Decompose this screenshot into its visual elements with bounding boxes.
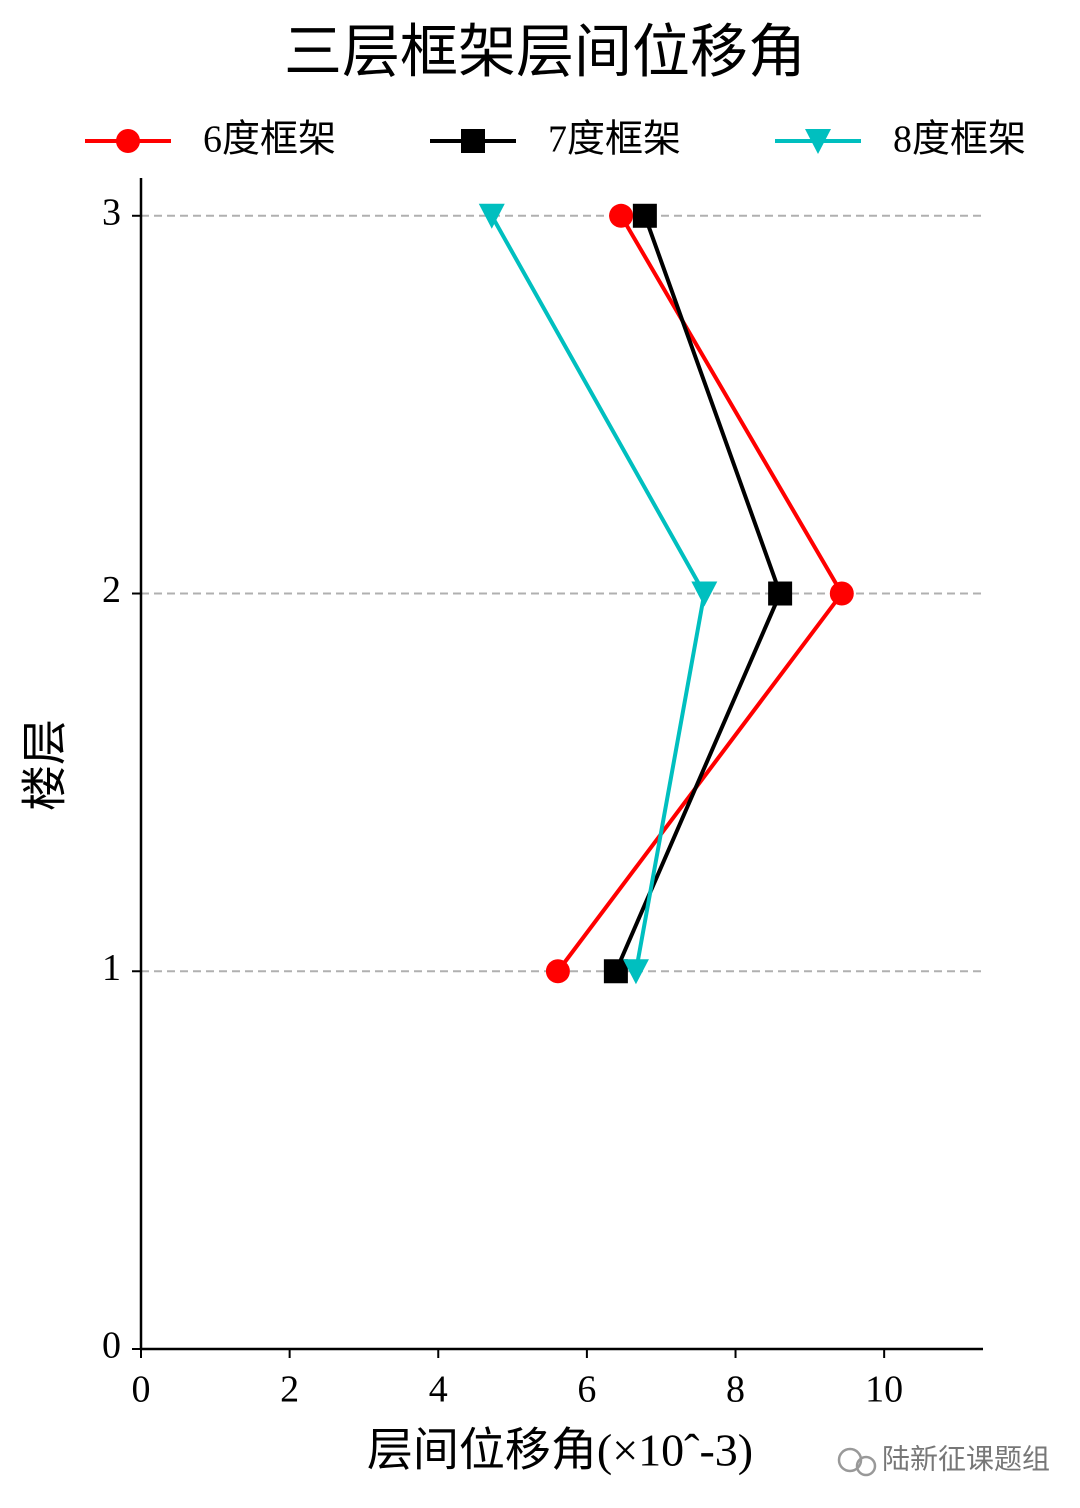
legend-marker <box>805 129 831 154</box>
x-tick-label: 6 <box>577 1369 596 1411</box>
marker <box>478 203 505 229</box>
legend-label: 6度框架 <box>203 119 336 161</box>
marker <box>829 581 854 606</box>
x-tick-label: 8 <box>726 1369 745 1411</box>
chart-title: 三层框架层间位移角 <box>284 19 806 84</box>
x-tick-label: 0 <box>132 1369 151 1411</box>
marker <box>609 203 634 228</box>
marker <box>622 959 649 985</box>
y-tick-label: 3 <box>102 191 121 233</box>
y-axis-label: 楼层 <box>20 719 71 811</box>
marker <box>768 581 793 606</box>
watermark-text: 陆新征课题组 <box>882 1443 1050 1475</box>
x-tick-label: 2 <box>280 1369 299 1411</box>
legend-label: 7度框架 <box>548 119 681 161</box>
marker <box>545 959 570 984</box>
y-tick-label: 1 <box>102 947 121 989</box>
y-tick-label: 0 <box>102 1325 121 1367</box>
watermark: 陆新征课题组 <box>837 1443 1050 1477</box>
y-tick-label: 2 <box>102 569 121 611</box>
marker <box>691 581 718 607</box>
marker <box>603 959 628 984</box>
legend-marker <box>461 129 485 153</box>
x-tick-label: 10 <box>865 1369 903 1411</box>
x-axis-label: 层间位移角(×10ˆ-3) <box>367 1425 753 1476</box>
watermark-icon <box>855 1455 877 1477</box>
marker <box>632 203 657 228</box>
legend-marker <box>116 129 140 153</box>
legend-label: 8度框架 <box>893 119 1026 161</box>
x-tick-label: 4 <box>429 1369 448 1411</box>
